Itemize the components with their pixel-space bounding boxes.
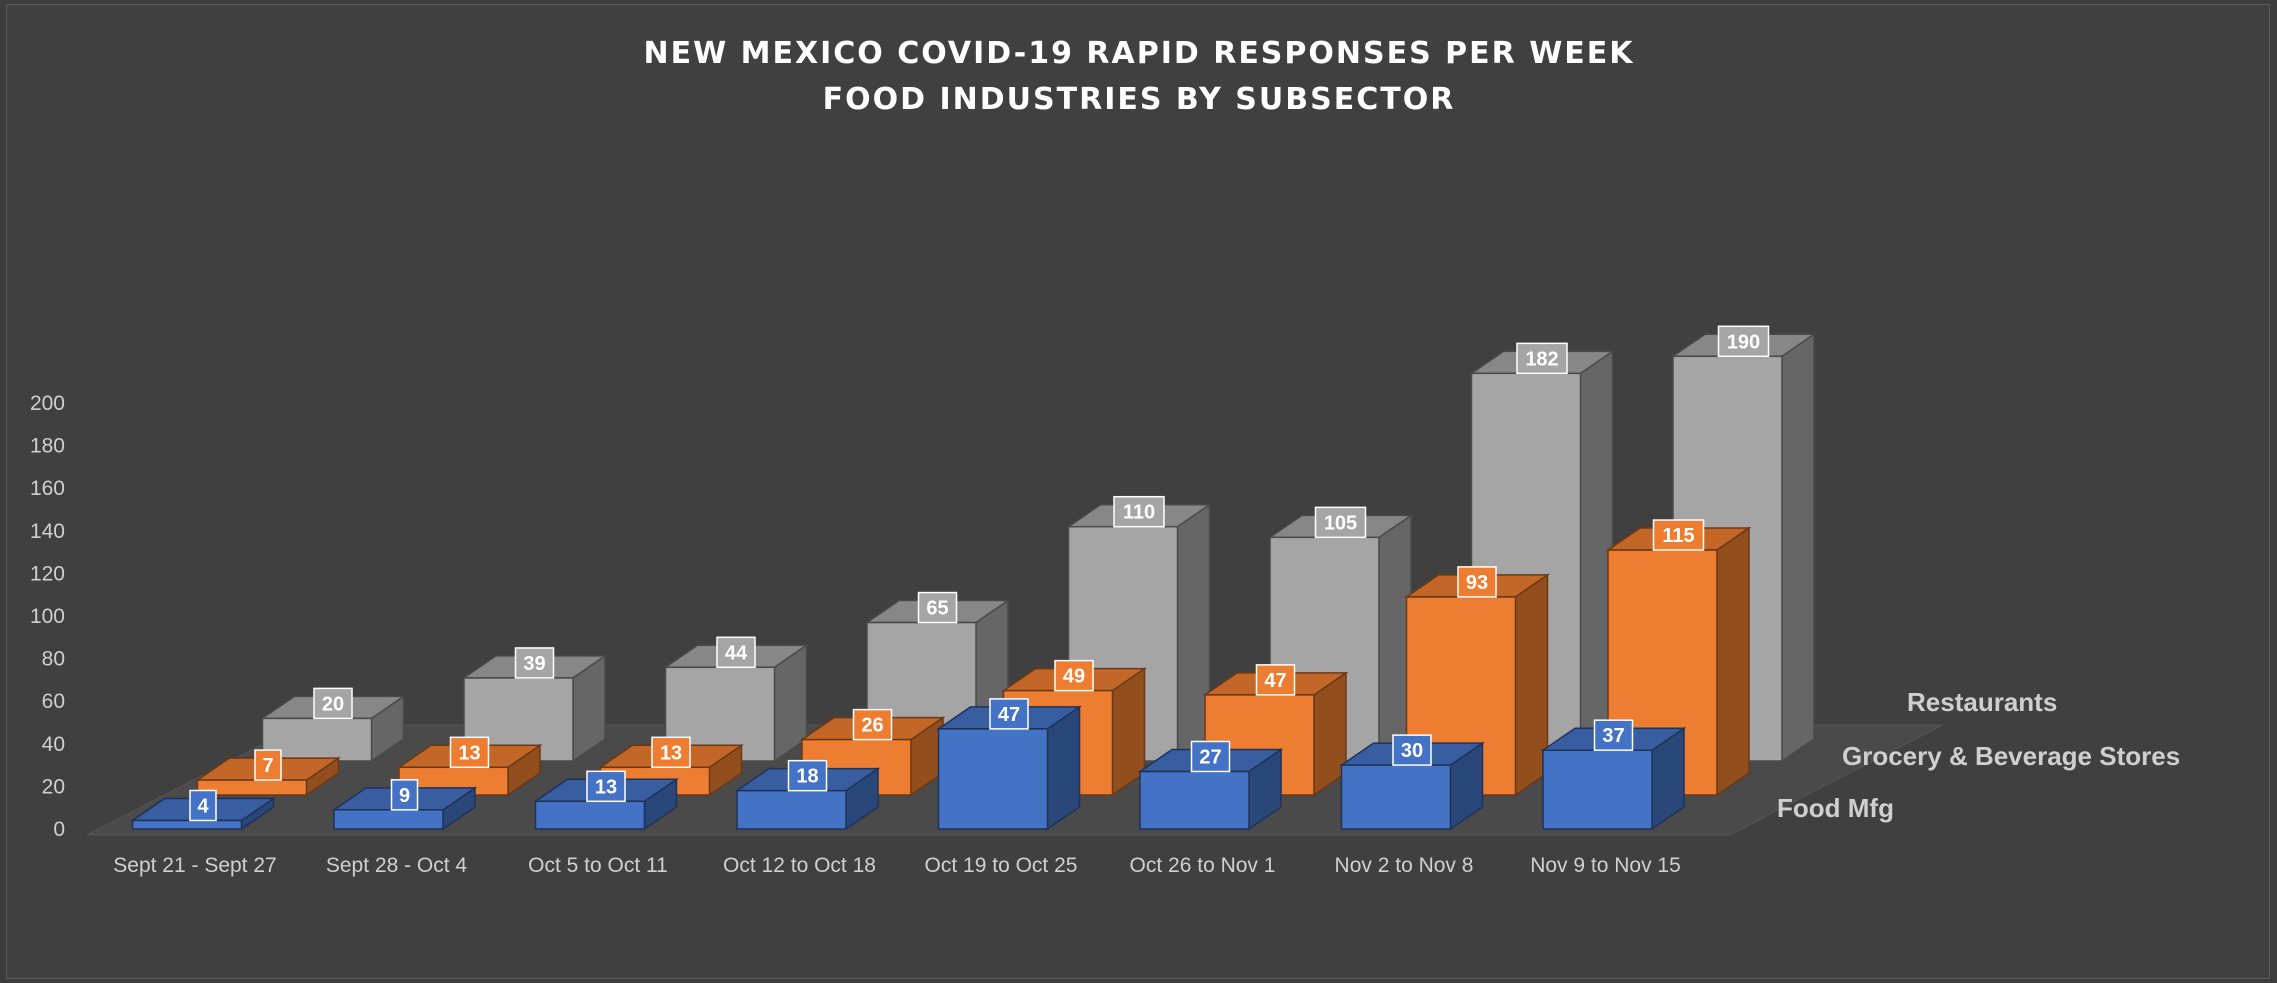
data-label: 115: [1662, 525, 1694, 547]
x-tick-label: Sept 21 - Sept 27: [113, 854, 276, 877]
data-label: 39: [523, 653, 545, 675]
data-label: 13: [595, 776, 617, 798]
bar-food-mfg-1: 9: [331, 779, 478, 831]
data-label: 30: [1401, 740, 1423, 762]
data-label-box: [390, 779, 419, 811]
data-label-box: [1190, 740, 1231, 773]
data-label: 93: [1466, 572, 1488, 594]
data-label: 65: [926, 598, 948, 620]
bar-food-mfg-3: 18: [734, 759, 881, 831]
x-tick-label: Oct 19 to Oct 25: [925, 854, 1078, 877]
bar-food-mfg-5: 27: [1137, 740, 1284, 831]
chart-svg: NEW MEXICO COVID-19 RAPID RESPONSES PER …: [30, 36, 2180, 877]
bar-front: [1340, 764, 1452, 830]
y-tick-label: 80: [42, 648, 65, 671]
data-label: 37: [1602, 725, 1624, 747]
data-label: 190: [1727, 331, 1760, 353]
y-tick-label: 160: [30, 477, 65, 500]
y-tick-label: 20: [42, 775, 65, 798]
data-label-box: [787, 759, 828, 792]
data-label-box: [1593, 719, 1634, 751]
bar-food-mfg-0: 4: [130, 789, 276, 831]
data-label-box: [1717, 325, 1770, 358]
x-tick-label: Sept 28 - Oct 4: [326, 854, 468, 877]
data-label-box: [1652, 519, 1705, 551]
chart-subtitle: FOOD INDUSTRIES BY SUBSECTOR: [823, 82, 1456, 117]
y-tick-label: 100: [30, 605, 65, 628]
y-tick-label: 200: [30, 392, 65, 415]
y-tick-label: 140: [30, 520, 65, 543]
data-label: 13: [458, 742, 480, 764]
bar-front: [333, 809, 444, 830]
bar-side: [1781, 332, 1815, 763]
data-label: 105: [1324, 512, 1357, 534]
bar-food-mfg-4: 47: [936, 698, 1082, 831]
y-tick-label: 0: [53, 818, 65, 841]
data-label-box: [917, 591, 958, 624]
data-label-box: [1392, 734, 1432, 766]
data-label: 7: [262, 755, 273, 777]
y-tick-label: 60: [42, 690, 65, 713]
data-label-box: [1255, 664, 1296, 696]
x-tick-label: Nov 2 to Nov 8: [1335, 854, 1474, 877]
data-label: 27: [1199, 746, 1221, 768]
data-label-box: [313, 687, 353, 720]
data-label-box: [189, 789, 217, 822]
data-label-box: [514, 647, 555, 679]
bar-food-mfg-7: 37: [1540, 719, 1687, 831]
data-label-box: [1314, 506, 1367, 539]
x-axis: Sept 21 - Sept 27 Sept 28 - Oct 4 Oct 5 to…: [113, 854, 1681, 877]
data-label: 44: [725, 642, 748, 664]
data-label: 47: [998, 704, 1020, 726]
bar-front: [1542, 749, 1653, 830]
bar-side: [1716, 526, 1750, 797]
data-label-box: [254, 749, 282, 781]
data-label: 110: [1123, 502, 1155, 524]
bar-grocery-beverage-stores-0: 7: [195, 749, 341, 797]
x-tick-label: Oct 12 to Oct 18: [723, 854, 876, 877]
series-label: Grocery & Beverage Stores: [1842, 741, 2180, 771]
y-tick-label: 180: [30, 435, 65, 458]
data-label: 20: [322, 693, 344, 715]
data-label-box: [1054, 659, 1094, 692]
x-tick-label: Oct 26 to Nov 1: [1130, 854, 1276, 877]
x-tick-label: Oct 5 to Oct 11: [528, 854, 668, 877]
data-label-box: [449, 736, 490, 769]
data-label: 18: [796, 766, 818, 788]
data-label-box: [989, 698, 1029, 730]
chart-area: NEW MEXICO COVID-19 RAPID RESPONSES PER …: [6, 4, 2270, 979]
data-label: 49: [1063, 666, 1085, 688]
y-tick-label: 120: [30, 562, 65, 585]
data-label-box: [1113, 495, 1165, 528]
bar-front: [736, 789, 847, 830]
bar-front: [1139, 770, 1250, 830]
data-label: 47: [1264, 670, 1286, 692]
y-axis: 0 20 40 60 80 100 120 140 160 180 200: [30, 392, 65, 841]
series-axis: Food Mfg Grocery & Beverage Stores Restaur…: [1777, 687, 2180, 823]
data-label-box: [586, 770, 626, 803]
data-label: 13: [660, 742, 682, 764]
data-label-box: [852, 708, 893, 741]
bar-food-mfg-6: 30: [1339, 734, 1485, 831]
data-label-box: [1516, 342, 1568, 375]
chart-title: NEW MEXICO COVID-19 RAPID RESPONSES PER …: [643, 36, 1634, 71]
series-label: Food Mfg: [1777, 793, 1894, 823]
bar-food-mfg-2: 13: [533, 770, 679, 831]
bar-front: [937, 728, 1049, 830]
x-tick-label: Nov 9 to Nov 15: [1530, 854, 1681, 877]
data-label: 4: [197, 795, 209, 817]
data-label: 26: [861, 715, 883, 737]
bar-restaurants-0: 20: [260, 687, 406, 763]
series-label: Restaurants: [1907, 687, 2057, 717]
bar-front: [131, 819, 243, 830]
y-tick-label: 40: [42, 733, 65, 756]
data-label-box: [651, 736, 691, 769]
bar-front: [534, 800, 646, 830]
data-label: 9: [399, 785, 410, 807]
bar-front: [196, 779, 308, 796]
data-label-box: [716, 636, 756, 669]
data-label: 182: [1525, 348, 1558, 370]
data-label-box: [1457, 566, 1497, 598]
